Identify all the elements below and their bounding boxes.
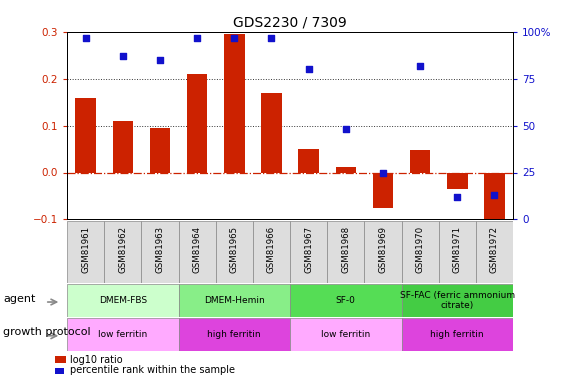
Bar [336, 167, 356, 172]
Text: GSM81968: GSM81968 [341, 226, 350, 273]
Point [230, 34, 239, 40]
Bar [438, 221, 476, 283]
Point [267, 34, 276, 40]
Text: DMEM-FBS: DMEM-FBS [99, 296, 147, 305]
Bar [261, 93, 282, 172]
Point [416, 63, 425, 69]
Point [192, 34, 202, 40]
Text: growth protocol: growth protocol [3, 327, 90, 338]
Text: GSM81964: GSM81964 [192, 226, 202, 273]
Text: log10 ratio: log10 ratio [70, 355, 122, 364]
Text: agent: agent [3, 294, 36, 304]
Bar [290, 221, 327, 283]
Text: percentile rank within the sample: percentile rank within the sample [70, 365, 235, 375]
Text: GSM81970: GSM81970 [416, 226, 424, 273]
Bar [75, 98, 96, 172]
Bar [104, 221, 141, 283]
Text: GSM81971: GSM81971 [453, 226, 462, 273]
Bar [373, 172, 393, 208]
Bar [187, 74, 208, 172]
Bar [67, 221, 104, 283]
Text: GSM81966: GSM81966 [267, 226, 276, 273]
Bar [484, 172, 505, 222]
Bar [67, 284, 178, 317]
Point [378, 170, 388, 176]
Text: SF-FAC (ferric ammonium
citrate): SF-FAC (ferric ammonium citrate) [400, 291, 515, 310]
Bar [402, 284, 513, 317]
Bar [364, 221, 402, 283]
Text: low ferritin: low ferritin [321, 330, 370, 339]
Bar [290, 318, 402, 351]
Bar [216, 221, 253, 283]
Text: SF-0: SF-0 [336, 296, 356, 305]
Bar [113, 121, 133, 172]
Bar [150, 128, 170, 172]
Point [490, 192, 499, 198]
Text: GSM81963: GSM81963 [156, 226, 164, 273]
Bar [402, 221, 438, 283]
Bar [476, 221, 513, 283]
Text: GSM81965: GSM81965 [230, 226, 239, 273]
Text: GSM81967: GSM81967 [304, 226, 313, 273]
Text: GSM81961: GSM81961 [81, 226, 90, 273]
Bar [141, 221, 178, 283]
Bar [402, 318, 513, 351]
Bar [290, 284, 402, 317]
Point [118, 53, 128, 59]
Bar [447, 172, 468, 189]
Bar [178, 284, 290, 317]
Point [81, 34, 90, 40]
Bar [410, 150, 430, 172]
Bar [253, 221, 290, 283]
Text: high ferritin: high ferritin [208, 330, 261, 339]
Bar [298, 149, 319, 172]
Title: GDS2230 / 7309: GDS2230 / 7309 [233, 15, 347, 29]
Text: GSM81962: GSM81962 [118, 226, 127, 273]
Point [341, 126, 350, 132]
Text: high ferritin: high ferritin [430, 330, 484, 339]
Bar [327, 221, 364, 283]
Point [155, 57, 164, 63]
Text: GSM81969: GSM81969 [378, 226, 388, 273]
Point [452, 194, 462, 200]
Bar [224, 34, 244, 172]
Text: GSM81972: GSM81972 [490, 226, 499, 273]
Text: low ferritin: low ferritin [98, 330, 147, 339]
Bar [178, 318, 290, 351]
Bar [67, 318, 178, 351]
Bar [178, 221, 216, 283]
Text: DMEM-Hemin: DMEM-Hemin [204, 296, 265, 305]
Point [304, 66, 313, 72]
